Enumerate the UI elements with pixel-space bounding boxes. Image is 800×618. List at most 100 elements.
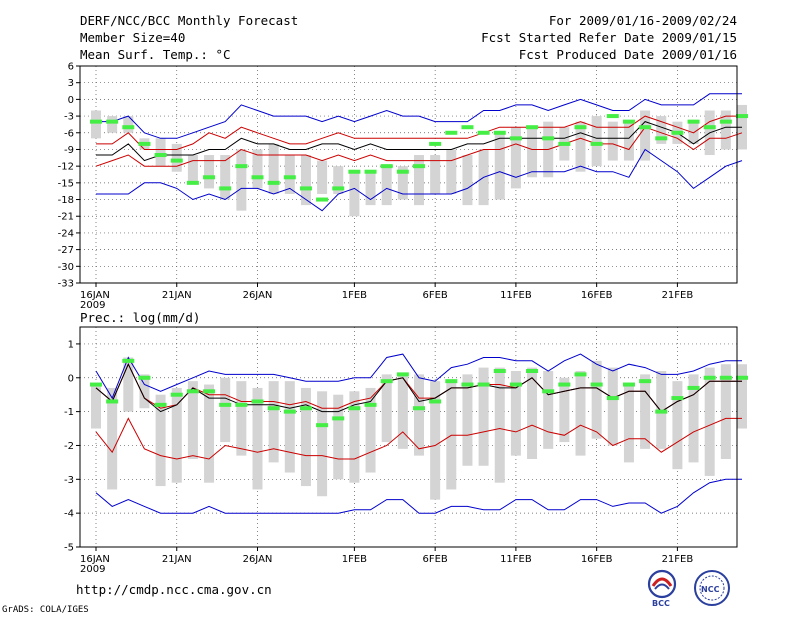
temp-median-mark	[639, 125, 652, 130]
precip-box	[220, 377, 231, 443]
temp-box	[446, 149, 457, 194]
temp-ytick-label: 0	[68, 95, 74, 106]
temp-ytick-label: -6	[64, 128, 74, 139]
precip-median-mark	[477, 382, 490, 387]
precip-median-mark	[622, 382, 635, 387]
precip-box	[494, 367, 505, 483]
temp-lower-quartile-line	[95, 126, 743, 167]
grads-credit: GrADS: COLA/IGES	[2, 605, 89, 615]
temp-ytick-label: -21	[58, 212, 74, 223]
precip-median-mark	[219, 402, 232, 407]
temp-median-mark	[719, 119, 732, 124]
precip-mean-line	[95, 362, 742, 413]
logos: BCC NCC	[647, 569, 730, 608]
temp-xtick-label: 1FEB	[342, 290, 367, 301]
temp-median-mark	[558, 141, 571, 146]
precip-xtick-label: 6FEB	[423, 554, 448, 565]
precip-median-mark	[736, 375, 748, 380]
temp-xtick-label: 11FEB	[500, 290, 532, 301]
precip-box	[204, 384, 215, 483]
started-date: Fcst Started Refer Date 2009/01/15	[481, 30, 737, 45]
precip-box	[704, 367, 715, 476]
temp-ytick-label: 6	[68, 62, 74, 73]
temp-ytick-label: -24	[58, 228, 74, 239]
temp-median-mark	[316, 197, 329, 202]
precip-xtick-label: 1FEB	[342, 554, 367, 565]
temp-ytick-label: -12	[58, 162, 74, 173]
temp-median-mark	[267, 180, 280, 185]
header-title: DERF/NCC/BCC Monthly Forecast	[80, 13, 299, 28]
precip-box	[300, 387, 311, 487]
precip-median-mark	[299, 406, 312, 411]
temp-box	[527, 127, 538, 178]
temp-median-mark	[251, 175, 264, 180]
temp-median-mark	[299, 186, 312, 191]
precip-xtick-year: 2009	[80, 564, 105, 575]
temp-median-mark	[606, 114, 619, 119]
precip-median-mark	[687, 385, 700, 390]
precip-median-mark	[671, 396, 684, 401]
precip-median-mark	[154, 402, 167, 407]
precip-box	[381, 374, 392, 443]
temp-box	[381, 166, 392, 206]
precip-xtick-label: 11FEB	[500, 554, 532, 565]
precip-median-mark	[332, 416, 345, 421]
temp-box	[365, 171, 376, 206]
precip-box	[284, 381, 295, 473]
temp-median-mark	[154, 153, 167, 158]
variable-label: Mean Surf. Temp.: °C	[80, 47, 231, 62]
footer-url[interactable]: http://cmdp.ncc.cma.gov.cn	[76, 582, 272, 597]
temp-ytick-label: -18	[58, 195, 74, 206]
precip-xtick-label: 21JAN	[162, 554, 192, 565]
temp-max-line	[96, 93, 742, 139]
precip-box	[559, 377, 570, 443]
temp-box	[333, 166, 344, 194]
temp-xtick-label: 16FEB	[581, 290, 613, 301]
precip-box	[672, 381, 683, 470]
temp-box	[123, 116, 134, 133]
temp-ytick-label: 3	[68, 78, 74, 89]
temp-box	[204, 155, 215, 189]
precip-ytick-label: 1	[68, 339, 74, 350]
temp-xtick-label: 16JAN	[80, 290, 110, 301]
precip-box	[543, 371, 554, 449]
temp-median-mark	[526, 125, 539, 130]
precip-frame	[79, 326, 738, 548]
precip-median-mark	[396, 372, 409, 377]
temp-median-mark	[622, 119, 635, 124]
precip-median-mark	[380, 379, 393, 384]
precip-box	[527, 367, 538, 459]
precip-box	[397, 374, 408, 449]
temp-median-mark	[736, 114, 748, 119]
precip-box	[317, 391, 328, 497]
temp-median-mark	[283, 175, 296, 180]
temp-box	[494, 132, 505, 200]
temp-box	[107, 116, 118, 133]
precip-box	[575, 371, 586, 456]
precip-box	[268, 381, 279, 463]
temp-median-mark	[106, 119, 119, 124]
temp-ytick-label: -15	[58, 178, 74, 189]
temp-xtick-year: 2009	[80, 300, 105, 311]
precip-box	[478, 367, 489, 466]
temp-median-mark	[396, 169, 409, 174]
precip-median-mark	[90, 382, 102, 387]
precip-xtick-label: 21FEB	[662, 554, 694, 565]
temp-box	[414, 155, 424, 206]
forecast-period: For 2009/01/16-2009/02/24	[548, 13, 737, 28]
precip-xtick-label: 16FEB	[581, 554, 613, 565]
temp-median-mark	[687, 119, 700, 124]
temp-box	[575, 121, 586, 172]
precip-median-mark	[251, 399, 264, 404]
temp-median-mark	[493, 130, 506, 135]
precip-median-mark	[170, 392, 183, 397]
precip-median-mark	[493, 369, 506, 373]
precip-box	[365, 387, 376, 473]
precip-median-mark	[203, 389, 216, 394]
temp-median-mark	[170, 158, 183, 163]
precip-median-mark	[590, 382, 603, 387]
precip-box	[414, 374, 424, 456]
temp-median-mark	[655, 136, 668, 141]
temp-median-mark	[380, 164, 393, 169]
